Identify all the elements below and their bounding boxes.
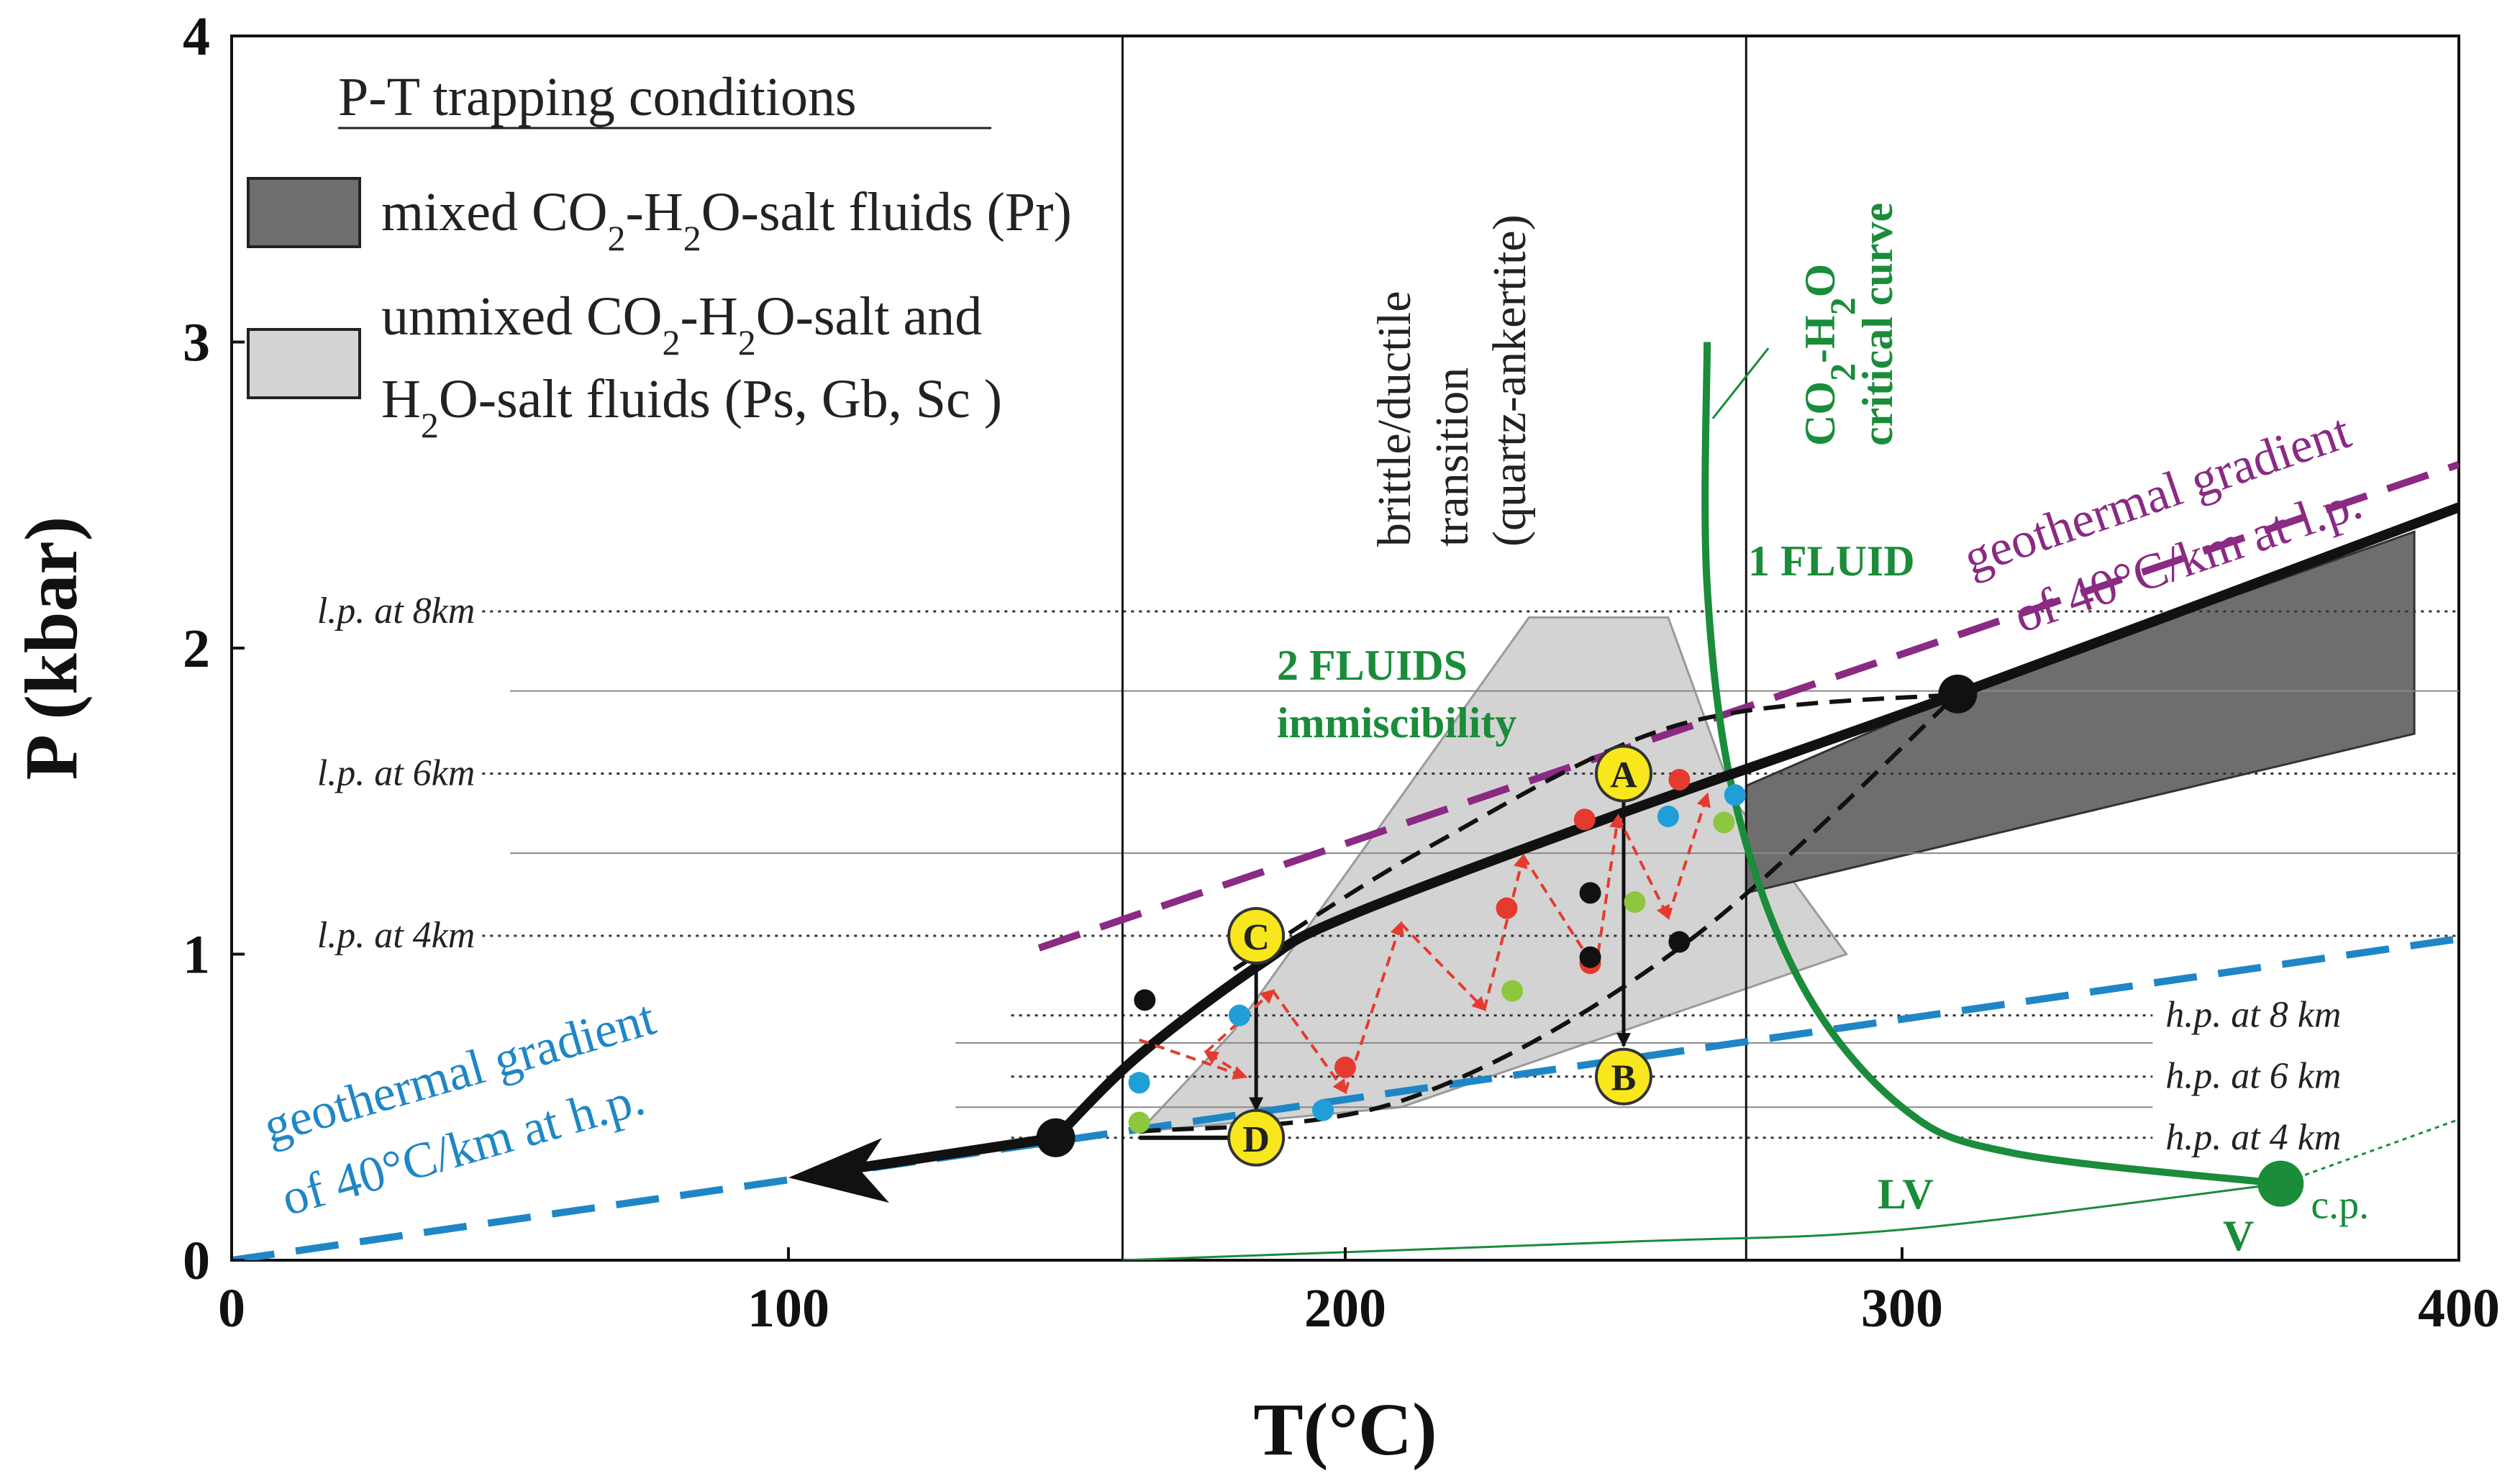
lv-label: LV [1878,1170,1934,1218]
x-tick-label-4: 400 [2418,1278,2500,1339]
point-c: C [1227,906,1286,965]
x-axis-label: T(°C) [1253,1388,1437,1471]
critical-curve-label-0: CO2-H2O [1796,264,1862,446]
point-a-label: A [1610,755,1637,796]
green-data-dot-1 [1501,980,1524,1002]
lv-curve-extension [2280,1118,2459,1185]
x-tick-label-2: 200 [1304,1278,1386,1339]
red-zigzag-arrow-9 [1616,816,1670,921]
red-zigzag-arrow-2 [1205,988,1275,1054]
blue-data-dot-2 [1312,1099,1334,1121]
hp-level-label-2: h.p. at 4 km [2165,1117,2341,1158]
red-zigzag-arrow-8 [1594,814,1624,970]
green-data-dot-0 [1128,1111,1150,1134]
red-data-dot-2 [1573,808,1596,831]
critical-curve-label-1: critical curve [1854,203,1901,446]
lp-level-label-0: l.p. at 8km [317,591,476,632]
v-label: V [2223,1212,2254,1259]
critical-point-marker [2257,1160,2304,1207]
point-d-marker [1227,1108,1286,1167]
red-data-dot-4 [1668,768,1691,791]
y-tick-label-1: 1 [183,925,210,985]
y-tick-label-0: 0 [183,1231,210,1291]
point-c-marker [1227,906,1286,965]
blue-data-dot-4 [1724,784,1746,806]
red-data-dot-0 [1334,1056,1356,1078]
red-zigzag-arrow-3 [1271,990,1347,1095]
green-data-dot-3 [1713,811,1735,834]
legend-entry-1-line-1: unmixed CO2-H2O-salt and [381,286,982,363]
legend-title: P-T trapping conditions [338,67,857,127]
blue-data-dot-1 [1228,1004,1250,1026]
lower-dashed-boundary [1139,692,1960,1134]
hp-level-label-1: h.p. at 6 km [2165,1056,2341,1097]
brittle-ductile-label-2: (quartz-ankertite) [1483,214,1536,547]
red-zigzag-arrow-5 [1399,922,1487,1011]
legend-entry-0-line-1: mixed CO2-H2O-salt fluids (Pr) [381,182,1072,258]
legend-swatch-1 [247,328,361,399]
red-zigzag-arrow-4 [1344,921,1404,1093]
y-tick-label-2: 2 [183,619,210,679]
one-fluid-label: 1 FLUID [1748,537,1915,585]
black-data-dot-3 [1668,931,1691,953]
red-zigzag-arrow-10 [1667,792,1711,919]
black-data-dot-1 [1579,882,1601,904]
lp-level-label-2: l.p. at 4km [317,915,476,956]
x-tick-label-3: 300 [1861,1278,1943,1339]
legend: P-T trapping conditions mixed CO2-H2O-sal… [247,67,1072,445]
red-zigzag-arrow-1 [1204,1050,1246,1078]
hp-level-label-0: h.p. at 8 km [2165,995,2341,1036]
critical-point-label: c.p. [2311,1183,2369,1228]
two-fluids-label: 2 FLUIDS [1277,642,1468,689]
point-c-label: C [1242,917,1270,958]
green-data-dot-2 [1624,891,1646,914]
point-b: B [1595,1047,1652,1106]
red-zigzag-arrow-7 [1521,855,1598,972]
red-data-dot-1 [1496,897,1518,919]
y-axis-label: P (kbar) [10,516,93,780]
point-a: A [1595,744,1652,803]
upper-dashed-boundary [1232,691,1958,972]
pt-path-tail [830,1132,1057,1177]
x-tick-label-1: 100 [747,1278,829,1339]
pt-path [1052,502,2459,1142]
point-d: D [1227,1108,1286,1167]
legend-swatch-0 [247,177,361,248]
blue-data-dot-3 [1657,806,1679,828]
critical-branch [1711,347,1770,419]
red-zigzag-arrow-6 [1483,853,1528,1010]
black-data-dot-2 [1579,946,1601,968]
geotherm-lp-line [1037,460,2459,952]
point-b-label: B [1611,1058,1637,1099]
y-tick-label-3: 3 [183,313,210,373]
brittle-ductile-label-0: brittle/ductile [1368,291,1421,547]
brittle-ductile-label-1: transition [1426,368,1478,547]
pt-path-arrowhead [788,1138,889,1203]
black-data-dot-0 [1134,989,1156,1011]
blue-data-dot-0 [1128,1072,1150,1094]
point-a-marker [1595,744,1652,803]
x-tick-label-0: 0 [218,1278,245,1339]
immiscibility-label: immiscibility [1277,699,1516,747]
critical-curve [1701,342,2281,1188]
point-d-label: D [1242,1119,1270,1160]
point-b-marker [1595,1047,1652,1106]
junction-dot-end [1938,674,1978,714]
lp-level-label-1: l.p. at 6km [317,752,476,793]
lv-curve [1122,1183,2281,1260]
y-tick-label-4: 4 [183,6,210,67]
legend-entry-1-line-2: H2O-salt fluids (Ps, Gb, Sc ) [381,369,1002,445]
red-zigzag-arrow-0 [1138,1038,1248,1080]
junction-dot-start [1036,1118,1075,1157]
geotherm-hp-line [232,935,2459,1260]
